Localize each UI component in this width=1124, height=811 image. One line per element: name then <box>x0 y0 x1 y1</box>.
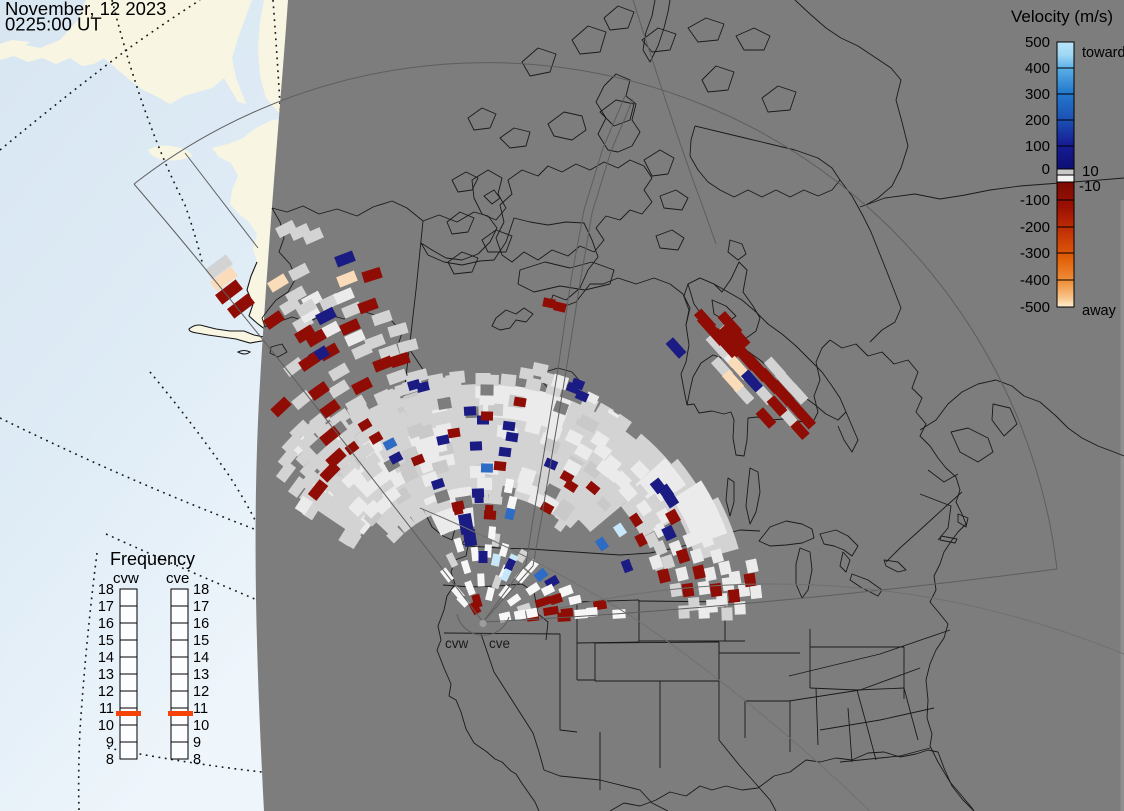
svg-text:13: 13 <box>98 667 114 683</box>
svg-text:cve: cve <box>489 636 510 651</box>
svg-text:100: 100 <box>1025 138 1050 155</box>
svg-text:-400: -400 <box>1020 272 1050 289</box>
svg-text:-100: -100 <box>1020 192 1050 209</box>
svg-text:-300: -300 <box>1020 245 1050 262</box>
svg-text:cvw: cvw <box>445 636 469 651</box>
svg-text:17: 17 <box>193 599 209 615</box>
svg-text:18: 18 <box>193 582 209 598</box>
svg-text:8: 8 <box>193 752 201 768</box>
svg-text:10: 10 <box>1082 163 1099 180</box>
svg-text:cvw: cvw <box>113 570 139 587</box>
svg-text:200: 200 <box>1025 112 1050 129</box>
svg-text:16: 16 <box>98 616 114 632</box>
svg-text:-200: -200 <box>1020 219 1050 236</box>
svg-text:300: 300 <box>1025 86 1050 103</box>
svg-text:8: 8 <box>106 752 114 768</box>
svg-text:0: 0 <box>1042 161 1050 178</box>
svg-text:17: 17 <box>98 599 114 615</box>
svg-text:Velocity (m/s): Velocity (m/s) <box>1011 7 1113 26</box>
svg-text:away: away <box>1082 303 1117 319</box>
svg-text:cve: cve <box>166 570 189 587</box>
svg-text:9: 9 <box>106 735 114 751</box>
svg-text:10: 10 <box>193 718 209 734</box>
svg-text:18: 18 <box>98 582 114 598</box>
svg-text:500: 500 <box>1025 34 1050 51</box>
svg-text:-500: -500 <box>1020 299 1050 316</box>
svg-text:toward: toward <box>1082 45 1124 61</box>
svg-text:11: 11 <box>99 701 114 717</box>
svg-text:14: 14 <box>193 650 209 666</box>
svg-text:15: 15 <box>193 633 209 649</box>
svg-text:14: 14 <box>98 650 114 666</box>
svg-text:11: 11 <box>193 701 208 717</box>
svg-text:12: 12 <box>193 684 209 700</box>
svg-text:13: 13 <box>193 667 209 683</box>
svg-text:-10: -10 <box>1079 178 1101 195</box>
svg-text:400: 400 <box>1025 60 1050 77</box>
svg-text:November, 12 2023: November, 12 2023 <box>5 0 166 19</box>
svg-text:15: 15 <box>98 633 114 649</box>
svg-text:10: 10 <box>98 718 114 734</box>
svg-text:12: 12 <box>98 684 114 700</box>
svg-text:9: 9 <box>193 735 201 751</box>
svg-text:Frequency: Frequency <box>110 549 195 569</box>
svg-text:16: 16 <box>193 616 209 632</box>
svg-text:0225:00 UT: 0225:00 UT <box>5 14 102 35</box>
